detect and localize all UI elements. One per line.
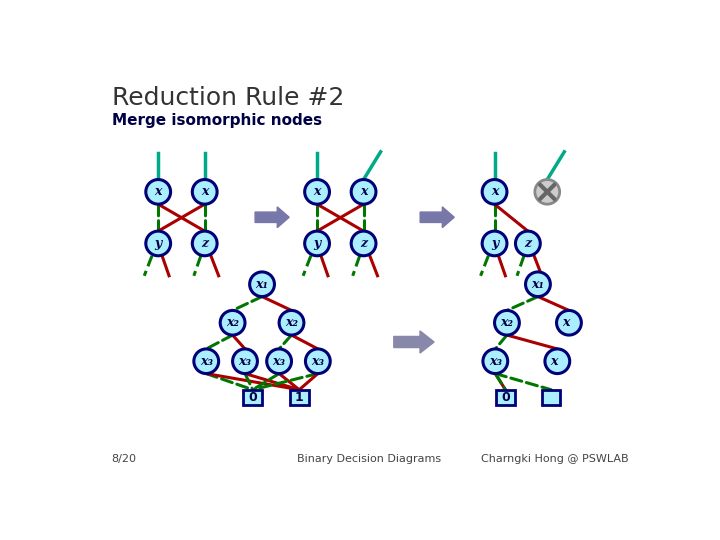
Circle shape bbox=[194, 349, 219, 374]
Circle shape bbox=[535, 179, 559, 204]
Text: x₁: x₁ bbox=[256, 278, 269, 291]
Circle shape bbox=[250, 272, 274, 296]
Text: x: x bbox=[313, 185, 321, 198]
Text: z: z bbox=[524, 237, 531, 250]
Text: x₃: x₃ bbox=[273, 355, 286, 368]
Circle shape bbox=[516, 231, 540, 256]
Text: z: z bbox=[201, 237, 208, 250]
Text: x: x bbox=[562, 316, 570, 329]
Circle shape bbox=[192, 231, 217, 256]
Circle shape bbox=[145, 179, 171, 204]
Circle shape bbox=[305, 231, 330, 256]
Text: x₃: x₃ bbox=[238, 355, 251, 368]
FancyBboxPatch shape bbox=[290, 390, 309, 405]
Circle shape bbox=[192, 179, 217, 204]
Text: x₃: x₃ bbox=[311, 355, 324, 368]
Text: x₃: x₃ bbox=[199, 355, 212, 368]
Text: Binary Decision Diagrams: Binary Decision Diagrams bbox=[297, 454, 441, 464]
Text: x: x bbox=[201, 185, 209, 198]
FancyArrow shape bbox=[394, 331, 434, 353]
Circle shape bbox=[351, 179, 376, 204]
Text: x: x bbox=[491, 185, 498, 198]
Text: y: y bbox=[313, 237, 320, 250]
Text: Charngki Hong @ PSWLAB: Charngki Hong @ PSWLAB bbox=[481, 454, 629, 464]
FancyBboxPatch shape bbox=[542, 390, 560, 405]
Circle shape bbox=[266, 349, 292, 374]
FancyBboxPatch shape bbox=[496, 390, 515, 405]
Text: Reduction Rule #2: Reduction Rule #2 bbox=[112, 85, 344, 110]
Text: x₃: x₃ bbox=[489, 355, 502, 368]
Text: x₂: x₂ bbox=[285, 316, 298, 329]
Circle shape bbox=[305, 179, 330, 204]
Circle shape bbox=[482, 231, 507, 256]
Text: x: x bbox=[551, 355, 558, 368]
Circle shape bbox=[545, 349, 570, 374]
Text: y: y bbox=[491, 237, 498, 250]
Text: x: x bbox=[360, 185, 367, 198]
Text: y: y bbox=[155, 237, 162, 250]
Text: Merge isomorphic nodes: Merge isomorphic nodes bbox=[112, 112, 322, 127]
Text: x₂: x₂ bbox=[226, 316, 239, 329]
Text: x₂: x₂ bbox=[500, 316, 513, 329]
Text: z: z bbox=[360, 237, 367, 250]
FancyArrow shape bbox=[420, 207, 454, 228]
FancyBboxPatch shape bbox=[243, 390, 262, 405]
Circle shape bbox=[305, 349, 330, 374]
Circle shape bbox=[351, 231, 376, 256]
Text: 8/20: 8/20 bbox=[112, 454, 137, 464]
Text: 0: 0 bbox=[248, 391, 257, 404]
FancyArrow shape bbox=[255, 207, 289, 228]
Circle shape bbox=[483, 349, 508, 374]
Circle shape bbox=[495, 310, 519, 335]
FancyBboxPatch shape bbox=[87, 62, 651, 484]
Text: x: x bbox=[155, 185, 162, 198]
Circle shape bbox=[145, 231, 171, 256]
Circle shape bbox=[526, 272, 550, 296]
Circle shape bbox=[482, 179, 507, 204]
Circle shape bbox=[279, 310, 304, 335]
Text: 1: 1 bbox=[295, 391, 304, 404]
Text: 0: 0 bbox=[501, 391, 510, 404]
Text: x₁: x₁ bbox=[531, 278, 544, 291]
Circle shape bbox=[557, 310, 581, 335]
Circle shape bbox=[220, 310, 245, 335]
Circle shape bbox=[233, 349, 258, 374]
